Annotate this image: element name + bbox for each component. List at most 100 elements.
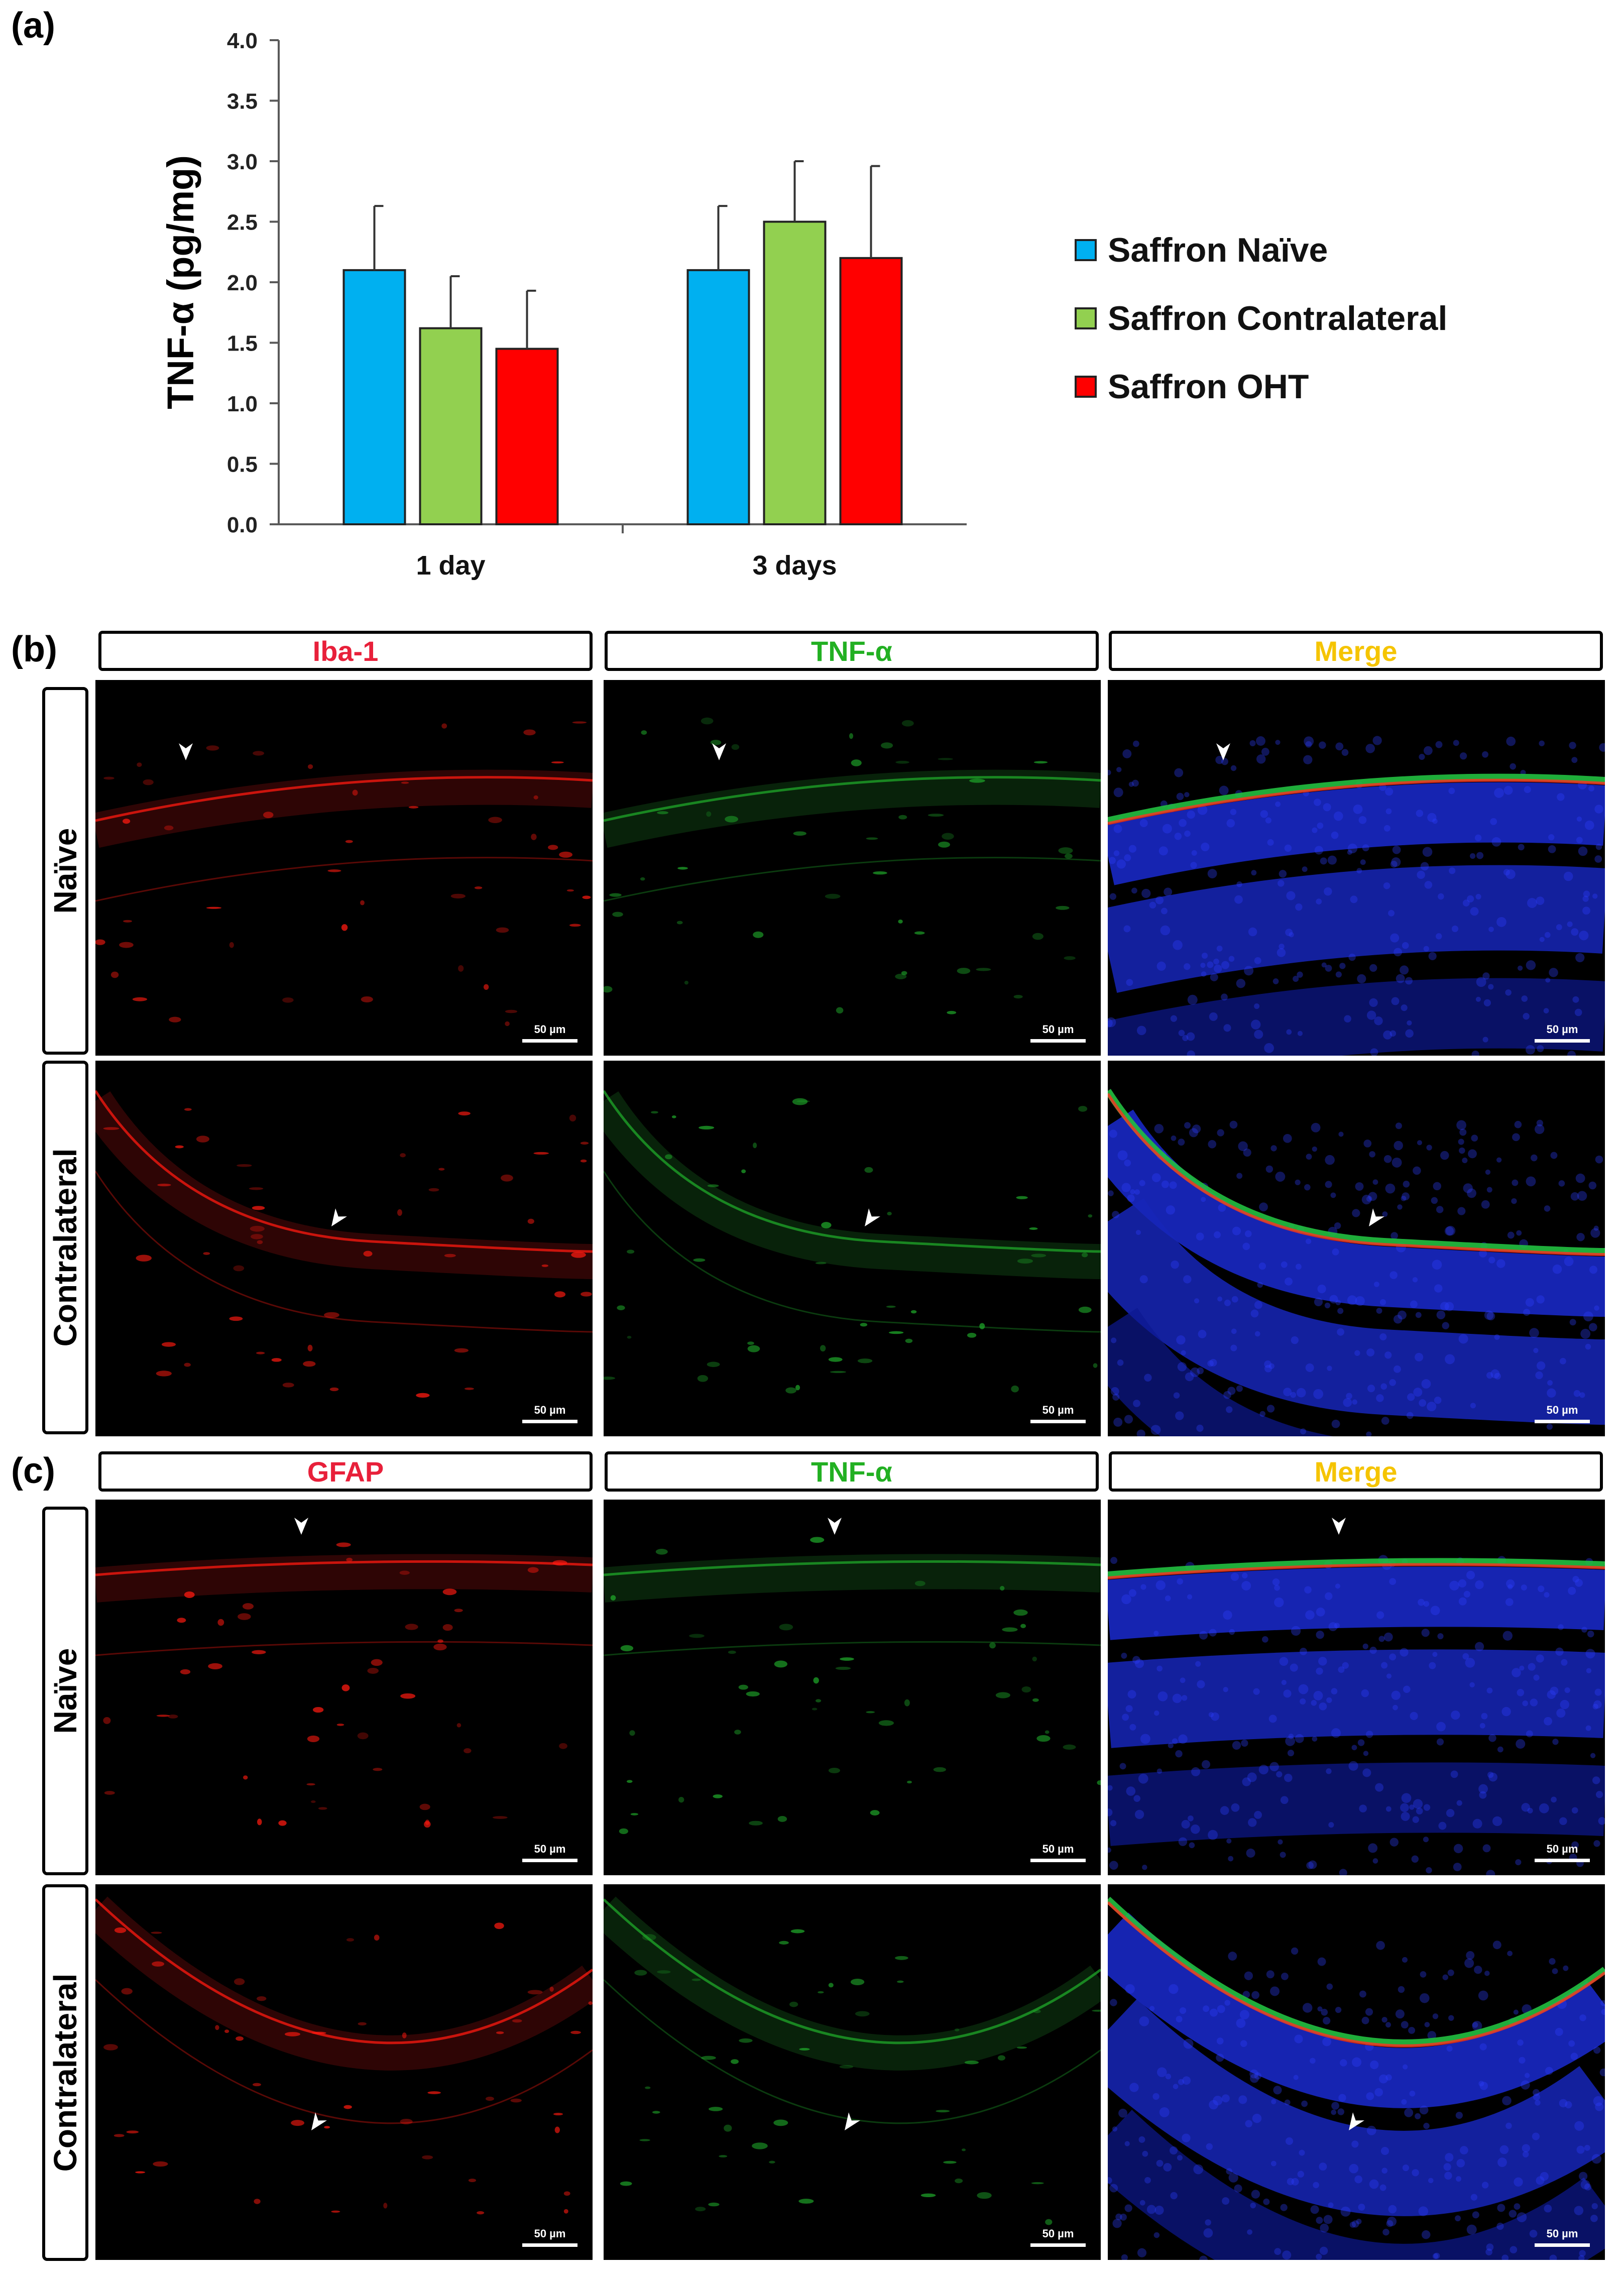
signal-speck [906,1780,912,1784]
nucleus-dot [1191,1824,1200,1834]
nucleus-dot [1110,1557,1118,1564]
nucleus-dot [1501,1707,1511,1717]
nucleus-dot [1130,1189,1135,1195]
nucleus-dot [1113,787,1123,798]
nucleus-dot [1533,1674,1540,1681]
nucleus-dot [1156,1768,1163,1774]
signal-speck [206,745,219,751]
nucleus-dot [1329,1295,1338,1304]
nucleus-dot [1304,1184,1311,1191]
nucleus-dot [1221,2094,1230,2103]
nucleus-dot [1578,2255,1585,2260]
nucleus-dot [1338,1131,1344,1137]
nucleus-dot [1230,765,1237,771]
tissue-glow [604,1896,1101,2071]
signal-speck [551,761,564,764]
signal-speck [962,2148,966,2151]
nucleus-dot [1267,839,1274,846]
signal-speck [678,1796,684,1803]
c-row-label-naive: Naïve [42,1507,88,1875]
nucleus-dot [1431,1197,1438,1204]
micrograph-drawing [604,1090,1101,1394]
nucleus-dot [1316,2253,1322,2260]
nucleus-dot [1108,1190,1114,1196]
nucleus-dot [1287,2178,1295,2186]
nucleus-dot [1279,944,1285,950]
nucleus-dot [1311,1122,1321,1132]
c-row-label-contralateral: Contralateral [42,1884,88,2261]
nucleus-dot [1253,1688,1260,1695]
nucleus-dot [1187,810,1195,819]
nucleus-dot [1157,1691,1168,1701]
nucleus-dot [1358,816,1367,824]
signal-speck [753,1143,757,1149]
nucleus-dot [1304,1586,1312,1594]
signal-speck [401,781,409,784]
nucleus-dot [1590,2214,1598,2222]
legend-item-naive: Saffron Naïve [1075,216,1447,284]
nucleus-dot [1171,1260,1179,1269]
signal-speck [253,2083,261,2087]
y-tick-label: 2.0 [227,271,258,295]
nucleus-dot [1403,1685,1411,1693]
nucleus-dot [1126,1786,1136,1796]
nucleus-dot [1228,2173,1238,2183]
micrograph-drawing [95,1896,593,2215]
nucleus-dot [1580,1328,1591,1339]
nucleus-dot [1209,2008,1218,2017]
nucleus-dot [1511,1198,1517,1204]
nucleus-dot [1352,2057,1362,2067]
signal-speck [257,1818,262,1826]
nucleus-dot [1312,1736,1318,1742]
signal-speck [360,900,365,905]
nucleus-dot [1239,2010,1249,2020]
nucleus-dot [1283,1134,1292,1143]
signal-layer [95,1898,593,2044]
nucleus-dot [1109,2184,1118,2193]
nucleus-dot [1249,740,1256,746]
nucleus-dot [1522,2144,1530,2152]
nucleus-dot [1328,2202,1334,2208]
nucleus-dot [1342,1662,1349,1669]
signal-speck [1032,1656,1037,1662]
nucleus-dot [1382,2228,1389,2236]
nucleus-dot [1443,2163,1451,2171]
nucleus-dot [1330,1192,1336,1198]
nucleus-dot [1176,1335,1186,1345]
nucleus-dot [1445,1225,1456,1236]
b-row-label-naive-text: Naïve [47,828,83,914]
nucleus-dot [1278,1839,1283,1845]
nucleus-dot [1171,1135,1177,1141]
nucleus-dot [1491,837,1501,847]
nucleus-dot [1181,1695,1188,1701]
signal-speck [233,1265,245,1272]
nucleus-dot [1479,1249,1487,1258]
nucleus-dot [1122,749,1132,758]
nucleus-dot [1173,940,1183,950]
nucleus-dot [1490,818,1497,825]
nucleus-dot [1219,785,1229,795]
b-naive-merge-image: 50 µm [1108,680,1605,1056]
signal-speck [938,758,953,760]
nucleus-dot [1559,1357,1566,1364]
nucleus-dot [1455,2215,1461,2222]
nucleus-dot [1478,2081,1484,2087]
nucleus-dot [1275,740,1281,745]
nucleus-dot [1347,849,1352,855]
signal-speck [566,889,574,892]
nucleus-dot [1522,1700,1528,1707]
nucleus-dot [1136,1429,1145,1436]
signal-speck [639,2139,650,2141]
nucleus-dot [1413,1388,1423,1397]
nucleus-dot [1574,2121,1584,2131]
b-contralateral-merge-image: 50 µm [1108,1061,1605,1436]
signal-speck [257,1996,267,2001]
nucleus-dot [1481,2182,1489,2189]
signal-speck [343,2105,352,2109]
nucleus-dot [1129,2083,1139,2092]
nucleus-dot [1458,1139,1464,1145]
nucleus-dot [1463,1590,1470,1598]
nucleus-dot [1274,1597,1284,1608]
nucleus-dot [1548,834,1555,841]
nucleus-dot [1545,2067,1553,2075]
